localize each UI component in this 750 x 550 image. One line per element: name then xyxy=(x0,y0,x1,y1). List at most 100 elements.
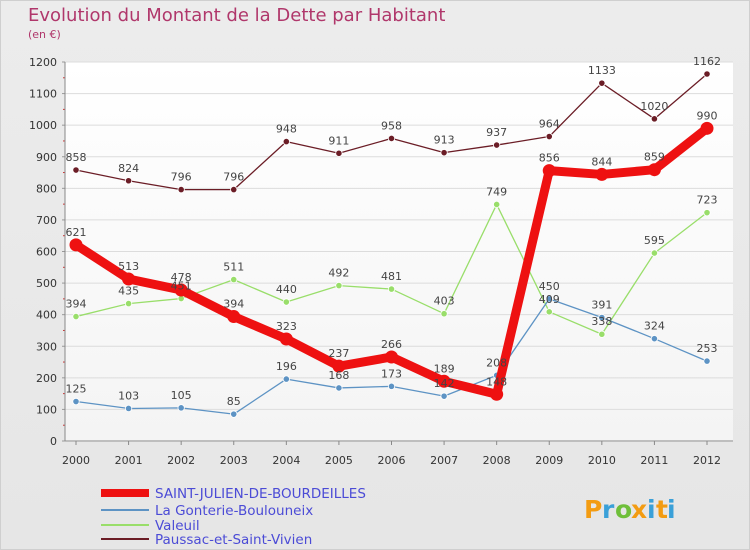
data-point xyxy=(545,295,553,303)
y-tick-label: 100 xyxy=(36,403,57,416)
data-point xyxy=(703,209,711,217)
data-label: 1020 xyxy=(640,100,668,113)
data-point xyxy=(440,392,448,400)
x-tick-label: 2009 xyxy=(535,454,563,467)
x-tick-label: 2011 xyxy=(640,454,668,467)
data-point xyxy=(542,164,556,178)
data-label: 173 xyxy=(381,367,402,380)
data-label: 142 xyxy=(434,377,455,390)
x-tick-label: 2010 xyxy=(588,454,616,467)
data-point xyxy=(282,137,290,146)
data-point xyxy=(230,185,238,194)
data-label: 796 xyxy=(171,171,192,184)
x-tick-label: 2005 xyxy=(325,454,353,467)
data-label: 478 xyxy=(171,271,192,284)
x-tick-label: 2008 xyxy=(483,454,511,467)
y-tick-label: 900 xyxy=(36,151,57,164)
data-label: 964 xyxy=(539,118,560,131)
data-label: 856 xyxy=(539,152,560,165)
data-label: 440 xyxy=(276,283,297,296)
data-point xyxy=(650,335,659,343)
data-label: 913 xyxy=(434,134,455,147)
data-point xyxy=(282,375,290,383)
x-tick-label: 2001 xyxy=(115,454,143,467)
data-label: 937 xyxy=(486,126,507,139)
data-point xyxy=(335,384,343,392)
logo-letter: x xyxy=(631,495,647,524)
data-point xyxy=(598,330,606,338)
data-point xyxy=(124,177,133,185)
data-label: 450 xyxy=(539,280,560,293)
legend-label: Valeuil xyxy=(155,518,200,534)
logo-letter: i xyxy=(647,495,656,524)
x-tick-label: 2012 xyxy=(693,454,721,467)
data-point xyxy=(279,332,293,346)
data-point xyxy=(650,115,659,123)
data-point xyxy=(227,310,241,324)
data-label: 394 xyxy=(223,298,244,311)
legend-label: SAINT-JULIEN-DE-BOURDEILLES xyxy=(155,486,366,502)
data-label: 403 xyxy=(434,295,455,308)
data-point xyxy=(282,298,290,306)
data-label: 125 xyxy=(66,383,87,396)
chart-subtitle: (en €) xyxy=(28,28,61,41)
data-label: 391 xyxy=(591,299,612,312)
data-label: 85 xyxy=(227,395,241,408)
data-point xyxy=(493,141,501,149)
legend-label: La Gonterie-Boulouneix xyxy=(155,503,313,519)
data-label: 948 xyxy=(276,123,297,136)
data-point xyxy=(440,310,448,318)
data-point xyxy=(490,387,504,401)
data-label: 481 xyxy=(381,270,402,283)
data-point xyxy=(598,313,606,322)
y-tick-label: 1200 xyxy=(29,56,57,69)
data-label: 148 xyxy=(486,375,507,388)
data-point xyxy=(335,149,343,157)
data-label: 911 xyxy=(328,134,349,147)
data-label: 168 xyxy=(328,369,349,382)
y-tick-label: 300 xyxy=(36,340,57,353)
data-label: 723 xyxy=(697,194,718,207)
data-label: 595 xyxy=(644,234,665,247)
data-label: 749 xyxy=(486,185,507,198)
data-label: 621 xyxy=(66,226,87,239)
data-label: 394 xyxy=(66,298,87,311)
data-point xyxy=(595,167,609,181)
data-label: 844 xyxy=(591,155,612,168)
data-label: 451 xyxy=(171,280,192,293)
data-point xyxy=(177,404,185,412)
data-point xyxy=(700,121,714,135)
data-point xyxy=(545,132,553,141)
data-point xyxy=(174,283,188,297)
data-point xyxy=(440,149,448,157)
data-point xyxy=(122,272,136,286)
chart-title: Evolution du Montant de la Dette par Hab… xyxy=(28,5,446,26)
data-point xyxy=(387,134,396,143)
data-label: 237 xyxy=(328,347,349,360)
data-point xyxy=(72,397,80,406)
data-label: 990 xyxy=(697,109,718,122)
data-label: 958 xyxy=(381,119,402,132)
data-point xyxy=(69,238,83,252)
data-label: 859 xyxy=(644,151,665,164)
data-point xyxy=(598,79,606,87)
data-label: 513 xyxy=(118,260,139,273)
data-label: 1162 xyxy=(693,55,721,68)
x-tick-label: 2002 xyxy=(167,454,195,467)
x-tick-label: 2007 xyxy=(430,454,458,467)
data-label: 208 xyxy=(486,356,507,369)
data-label: 1133 xyxy=(588,64,616,77)
data-point xyxy=(703,70,711,78)
data-label: 435 xyxy=(118,285,139,298)
data-point xyxy=(650,249,659,257)
data-label: 189 xyxy=(434,362,455,375)
data-label: 324 xyxy=(644,320,665,333)
data-point xyxy=(72,312,80,321)
data-label: 105 xyxy=(171,389,192,402)
data-label: 492 xyxy=(328,267,349,280)
logo-letter: i xyxy=(667,495,676,524)
data-point xyxy=(437,374,451,388)
y-tick-label: 200 xyxy=(36,372,57,385)
